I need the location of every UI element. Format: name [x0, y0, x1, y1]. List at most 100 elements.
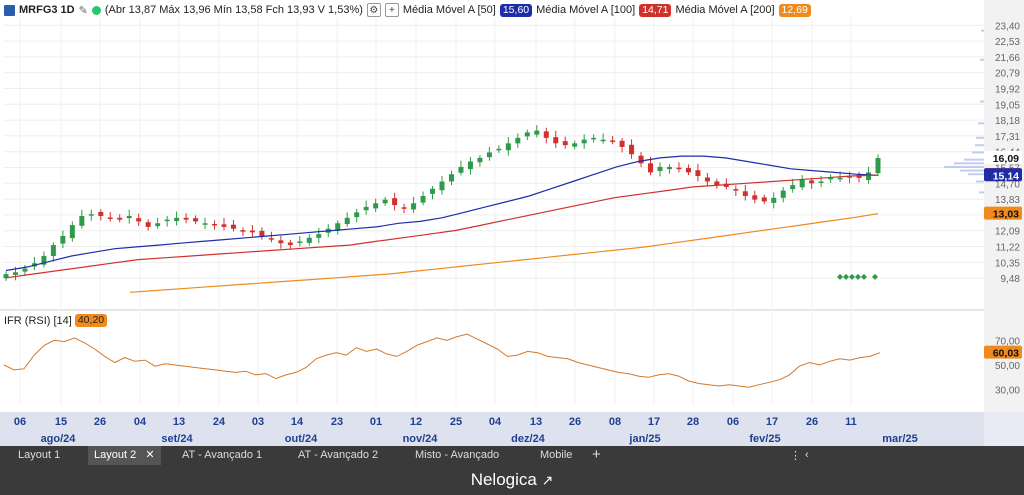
axis-corner [984, 412, 1024, 446]
candle-body [3, 274, 9, 279]
y-tick-label: 21,66 [995, 53, 1020, 64]
settings-icon[interactable]: ⚙ [366, 3, 381, 17]
volume-profile-bar [981, 29, 984, 32]
rsi-tick-label: 50,00 [995, 361, 1020, 372]
candle-body [69, 225, 75, 239]
signal-diamond [849, 273, 855, 280]
symbol-label[interactable]: MRFG3 1D [19, 4, 75, 16]
x-month-label: fev/25 [749, 433, 780, 445]
candle-body [12, 272, 18, 275]
ma200-badge: 12,69 [778, 3, 811, 17]
ma200-price-tag [984, 206, 1022, 220]
volume-profile-bar [976, 136, 984, 139]
x-day-label: 04 [489, 416, 502, 428]
candle-body [828, 177, 834, 180]
candle-body [610, 140, 616, 142]
candle-body [411, 203, 417, 210]
candle-body [164, 219, 170, 222]
add-indicator-icon[interactable]: + [384, 3, 399, 17]
candle-body [354, 212, 360, 218]
y-tick-label: 10,35 [995, 258, 1020, 269]
volume-profile-bar [975, 144, 984, 147]
candle-body [107, 217, 113, 219]
candle-body [733, 189, 739, 191]
compare-icon[interactable]: ✎ [78, 4, 88, 17]
x-day-label: 28 [687, 416, 699, 428]
x-day-label: 15 [55, 416, 67, 428]
candle-body [448, 174, 454, 182]
candle-body [761, 197, 767, 202]
candle-body [648, 163, 654, 173]
candle-body [401, 207, 407, 209]
candle-body [41, 255, 47, 265]
rsi-line [3, 333, 881, 388]
candle-body [373, 203, 379, 209]
candle-body [420, 196, 426, 203]
brand-bar: Nelogica ↗ [0, 465, 1024, 495]
tab-layout-1[interactable]: Layout 1 [18, 449, 61, 461]
candle-body [875, 158, 881, 174]
tab-layout-2[interactable]: Layout 2 ✕ [88, 446, 161, 465]
y-tick-label: 12,09 [995, 227, 1020, 238]
candle-body [50, 245, 56, 256]
ma50-price-tag-text: 15,14 [993, 170, 1019, 182]
candle-body [581, 139, 587, 144]
tab-at-avancado-1[interactable]: AT - Avançado 1 [182, 449, 263, 461]
rsi-current-tag [984, 345, 1022, 359]
chart-header: MRFG3 1D ✎ (Abr 13,87 Máx 13,96 Mín 13,5… [4, 2, 811, 18]
rsi-value-badge: 40,20 [74, 314, 108, 327]
candle-body [534, 130, 540, 135]
candle-body [126, 215, 132, 219]
signal-diamond [855, 273, 861, 280]
chart-icon[interactable] [4, 4, 15, 16]
y-tick-label: 11,22 [996, 243, 1021, 254]
ma50-line [5, 155, 879, 272]
candle-body [790, 185, 796, 190]
candle-body [704, 177, 710, 182]
candle-body [136, 218, 142, 222]
add-tab-icon[interactable]: + [592, 446, 601, 463]
x-month-label: nov/24 [403, 433, 439, 445]
x-day-label: 26 [806, 416, 818, 428]
x-month-label: ago/24 [41, 433, 77, 445]
candle-body [88, 214, 94, 216]
candle-body [477, 157, 483, 163]
candle-body [155, 223, 161, 227]
candle-body [676, 167, 682, 170]
tab-mobile[interactable]: Mobile [540, 449, 573, 461]
candle-body [515, 137, 521, 144]
y-tick-label: 19,92 [995, 84, 1020, 95]
x-day-label: 03 [252, 416, 264, 428]
candle-body [22, 268, 28, 272]
volume-profile-bar [980, 100, 984, 103]
time-axis-background [0, 412, 1024, 446]
close-tab-icon[interactable]: ✕ [145, 449, 155, 461]
candle-body [221, 224, 227, 227]
candle-body [467, 161, 473, 170]
candle-body [335, 223, 341, 231]
candle-body [392, 198, 398, 206]
candle-body [562, 141, 568, 146]
tab-at-avancado-2[interactable]: AT - Avançado 2 [298, 449, 379, 461]
more-icon[interactable]: ⋮ [790, 450, 801, 462]
tab-misto-avancado[interactable]: Misto - Avançado [415, 449, 500, 461]
y-tick-label: 19,05 [995, 100, 1020, 111]
candle-body [496, 148, 502, 151]
candle-body [174, 217, 180, 222]
scroll-left-icon[interactable]: ‹ [805, 449, 809, 461]
volume-profile-bar [978, 122, 984, 125]
y-tick-label: 22,53 [995, 37, 1020, 48]
x-day-label: 13 [530, 416, 542, 428]
layout-tabs: Layout 1 Layout 2 ✕ AT - Avançado 1 AT -… [0, 446, 1024, 465]
x-day-label: 06 [14, 416, 26, 428]
x-day-label: 12 [410, 416, 422, 428]
candle-body [629, 144, 635, 155]
signal-diamond [843, 273, 849, 280]
candle-body [685, 168, 691, 173]
ma50-price-tag [984, 168, 1022, 182]
status-dot-icon [91, 5, 101, 15]
candle-body [183, 217, 189, 220]
x-day-label: 08 [609, 416, 621, 428]
x-month-label: jan/25 [628, 433, 660, 445]
